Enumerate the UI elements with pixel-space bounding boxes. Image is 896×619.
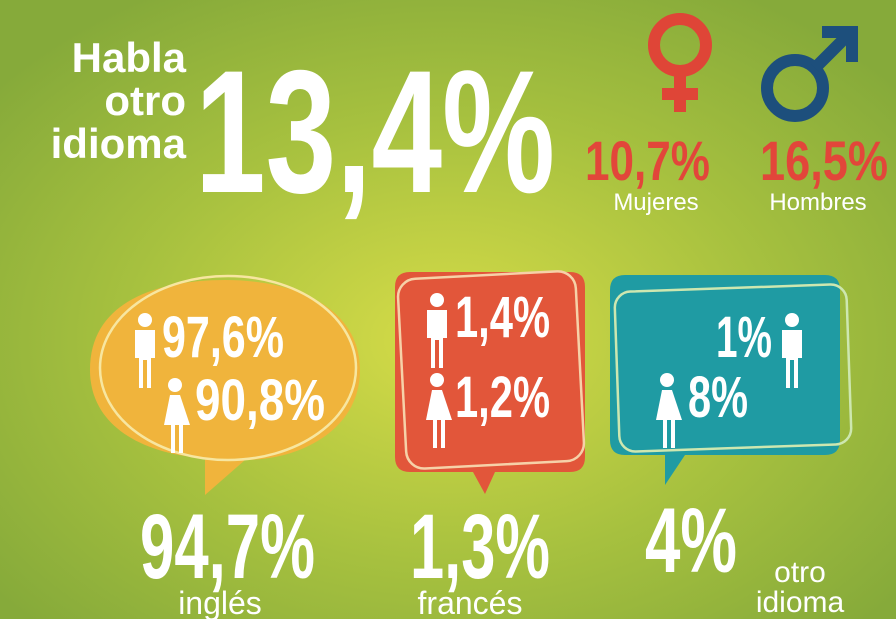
women-percent: 1,2% — [455, 365, 550, 430]
bubble-english — [90, 274, 360, 495]
men-percent: 1% — [716, 305, 772, 370]
header-line: Habla — [72, 34, 187, 81]
women-percent: 90,8% — [195, 368, 325, 433]
bubble-other — [610, 275, 853, 485]
language-total: 4% — [645, 490, 737, 592]
male-symbol — [761, 26, 858, 122]
header-line: idioma — [51, 120, 187, 167]
female-symbol — [648, 13, 712, 112]
language-total: 94,7% — [140, 496, 315, 598]
header-line: otro — [104, 77, 186, 124]
women-percent: 8% — [688, 365, 748, 430]
men-percent: 97,6% — [162, 305, 284, 370]
language-label: francés — [418, 585, 523, 619]
men-percent: 1,4% — [455, 285, 550, 350]
language-label: otro — [774, 556, 826, 589]
total-percent: 13,4% — [195, 35, 555, 230]
men-label: Hombres — [769, 189, 866, 216]
women-percent: 10,7% — [585, 129, 710, 192]
language-label: idioma — [756, 586, 845, 619]
language-total: 1,3% — [410, 496, 550, 598]
women-label: Mujeres — [613, 189, 698, 216]
language-label: inglés — [178, 585, 262, 619]
men-percent: 16,5% — [760, 129, 888, 192]
